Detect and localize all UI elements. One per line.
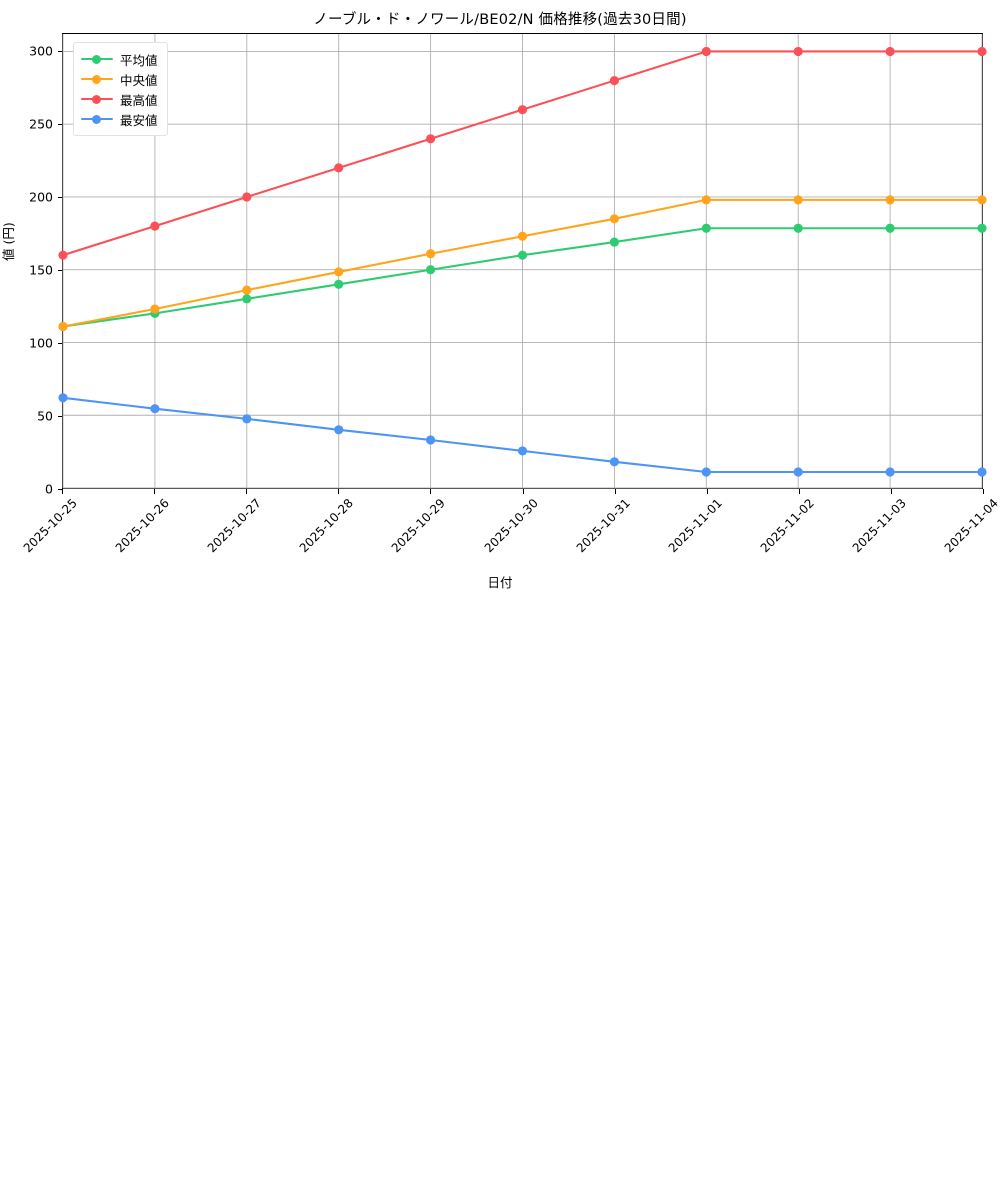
x-tick-mark <box>983 489 984 494</box>
y-axis-label: 値 (円) <box>1 222 16 261</box>
data-point-marker <box>334 279 344 289</box>
data-point-marker <box>334 267 344 277</box>
data-point-marker <box>150 304 160 314</box>
data-point-marker <box>793 46 803 57</box>
legend-line-marker-icon <box>81 52 113 66</box>
y-tick-mark <box>57 50 62 52</box>
series-line-3 <box>61 396 984 474</box>
x-tick-label: 2025-11-03 <box>849 496 909 556</box>
data-point-marker <box>517 105 528 115</box>
data-point-marker <box>885 223 895 233</box>
x-tick-mark <box>798 489 800 494</box>
data-point-marker <box>426 265 436 275</box>
data-point-marker <box>58 393 68 403</box>
x-tick-mark <box>430 489 432 494</box>
data-point-marker <box>701 467 711 477</box>
series-line-0 <box>61 227 984 328</box>
data-point-marker <box>242 414 252 424</box>
x-tick-mark <box>338 489 340 494</box>
plot-area <box>58 33 987 489</box>
series-lines <box>58 46 987 477</box>
data-point-marker <box>426 134 436 144</box>
x-tick-mark <box>890 489 892 494</box>
legend-dot <box>92 74 101 84</box>
data-point-marker <box>701 46 711 57</box>
data-point-marker <box>426 249 436 259</box>
legend-dot <box>92 94 101 104</box>
legend-dot <box>92 54 101 64</box>
data-point-marker <box>58 250 68 260</box>
data-point-marker <box>885 467 895 477</box>
data-point-marker <box>334 425 344 435</box>
legend-line-marker-icon <box>81 112 113 126</box>
chart-legend: 平均値中央値最高値最安値 <box>73 42 168 136</box>
x-tick-mark <box>614 489 616 494</box>
data-point-marker <box>58 321 68 332</box>
data-point-marker <box>609 75 619 86</box>
legend-label: 最安値 <box>120 112 158 128</box>
x-tick-mark <box>154 489 156 494</box>
legend-line-marker-icon <box>81 72 113 86</box>
y-tick-mark <box>57 196 62 198</box>
chart-figure: ノーブル・ド・ノワール/BE02/N 価格推移(過去30日間) 値 (円) 日付… <box>1 12 1000 590</box>
data-point-marker <box>517 446 528 456</box>
y-tick-label: 250 <box>29 116 53 132</box>
legend-item-3[interactable]: 最安値 <box>81 109 158 129</box>
y-tick-label: 0 <box>45 481 53 497</box>
data-point-marker <box>885 46 895 57</box>
data-point-marker <box>609 214 619 224</box>
data-point-marker <box>977 467 987 477</box>
data-point-marker <box>701 223 711 233</box>
x-axis-label: 日付 <box>487 575 513 590</box>
data-point-marker <box>242 294 252 304</box>
x-tick-mark <box>522 489 524 494</box>
data-point-marker <box>426 435 436 445</box>
data-point-marker <box>242 285 252 295</box>
data-point-marker <box>701 195 711 205</box>
x-tick-label: 2025-11-04 <box>941 496 1000 556</box>
data-point-marker <box>150 404 160 414</box>
legend-item-2[interactable]: 最高値 <box>81 89 158 109</box>
y-tick-mark <box>57 489 62 490</box>
legend-dot <box>92 114 101 124</box>
data-point-marker <box>609 457 619 467</box>
legend-item-1[interactable]: 中央値 <box>81 69 158 89</box>
x-tick-label: 2025-11-02 <box>757 496 817 556</box>
legend-label: 最高値 <box>120 92 158 108</box>
x-tick-mark <box>246 489 248 494</box>
data-point-marker <box>977 223 987 233</box>
data-point-marker <box>793 467 803 477</box>
legend-item-0[interactable]: 平均値 <box>81 49 158 69</box>
legend-label: 中央値 <box>120 72 158 88</box>
data-point-marker <box>150 221 160 231</box>
data-point-marker <box>517 231 528 241</box>
data-point-marker <box>609 237 619 247</box>
x-tick-mark <box>62 489 63 494</box>
y-tick-mark <box>57 123 62 125</box>
data-point-marker <box>334 163 344 173</box>
data-point-marker <box>793 223 803 233</box>
x-tick-label: 2025-11-01 <box>665 496 725 556</box>
data-point-marker <box>885 195 895 205</box>
y-tick-label: 100 <box>29 335 53 351</box>
y-tick-label: 50 <box>37 408 53 424</box>
data-point-marker <box>793 195 803 205</box>
grid-lines <box>62 34 983 489</box>
series-line-2 <box>61 50 984 257</box>
data-point-marker <box>977 195 987 205</box>
y-tick-label: 150 <box>29 262 53 278</box>
legend-label: 平均値 <box>120 52 158 68</box>
y-tick-label: 200 <box>29 189 53 205</box>
y-tick-mark <box>57 269 62 271</box>
chart-title: ノーブル・ド・ノワール/BE02/N 価格推移(過去30日間) <box>313 12 687 28</box>
y-tick-label: 300 <box>29 43 53 59</box>
y-tick-mark <box>57 415 62 417</box>
legend-line-marker-icon <box>81 92 113 106</box>
data-point-marker <box>517 250 528 260</box>
data-point-marker <box>977 46 987 57</box>
y-tick-mark <box>57 342 62 344</box>
series-line-1 <box>61 198 984 328</box>
x-tick-mark <box>706 489 708 494</box>
data-point-marker <box>242 192 252 202</box>
